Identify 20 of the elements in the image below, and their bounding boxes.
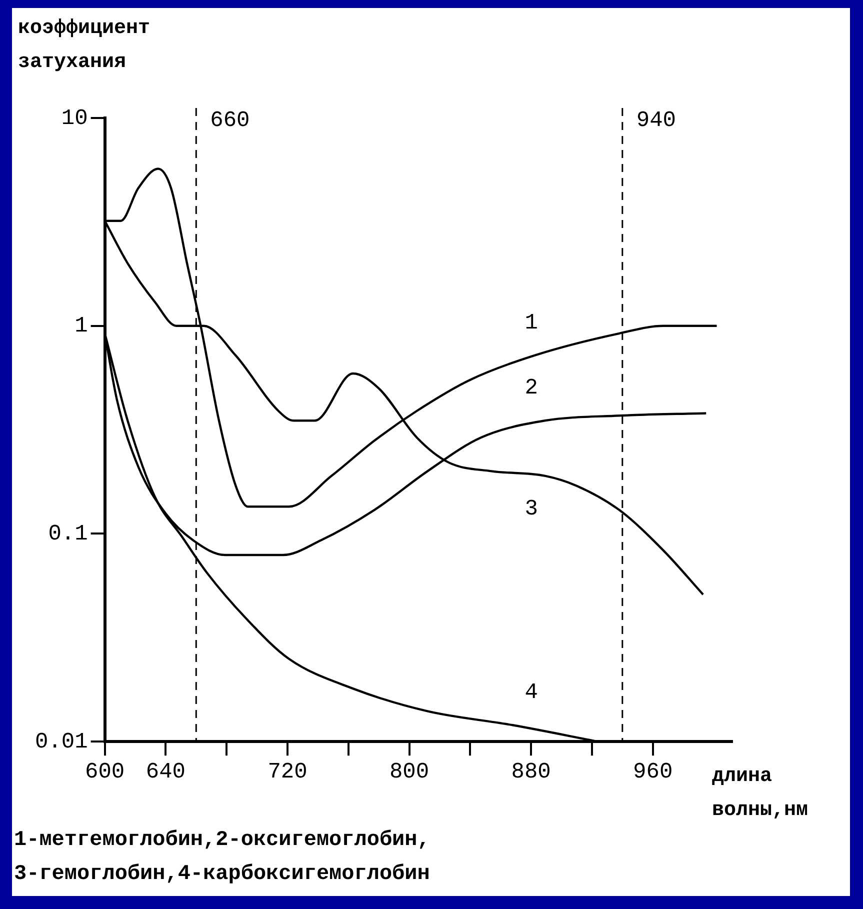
series-label: 3	[524, 496, 538, 522]
text: 1-метгемоглобин,2-оксигемоглобин,	[14, 829, 430, 852]
x-tick-label: 720	[268, 760, 308, 785]
x-tick-label: 880	[511, 760, 551, 785]
y-tick-label: 0.01	[34, 729, 88, 754]
x-tick-label: 960	[633, 760, 673, 785]
series-label: 1	[524, 310, 538, 336]
ref-line-label: 660	[210, 108, 250, 133]
y-tick-label: 10	[61, 106, 88, 131]
text: 3-гемоглобин,4-карбоксигемоглобин	[14, 863, 430, 886]
x-tick-label: 640	[146, 760, 186, 785]
x-axis-title: длина волны,нм	[712, 764, 808, 824]
x-tick-label: 600	[85, 760, 125, 785]
y-tick-label: 1	[74, 314, 88, 339]
y-tick-label: 0.1	[48, 522, 88, 547]
series-label: 2	[524, 375, 538, 400]
y-axis-title: коэффициент затухания	[18, 16, 150, 76]
x-tick-label: 800	[389, 760, 430, 785]
series-label: 4	[524, 680, 538, 705]
ref-line-label: 940	[636, 108, 676, 133]
